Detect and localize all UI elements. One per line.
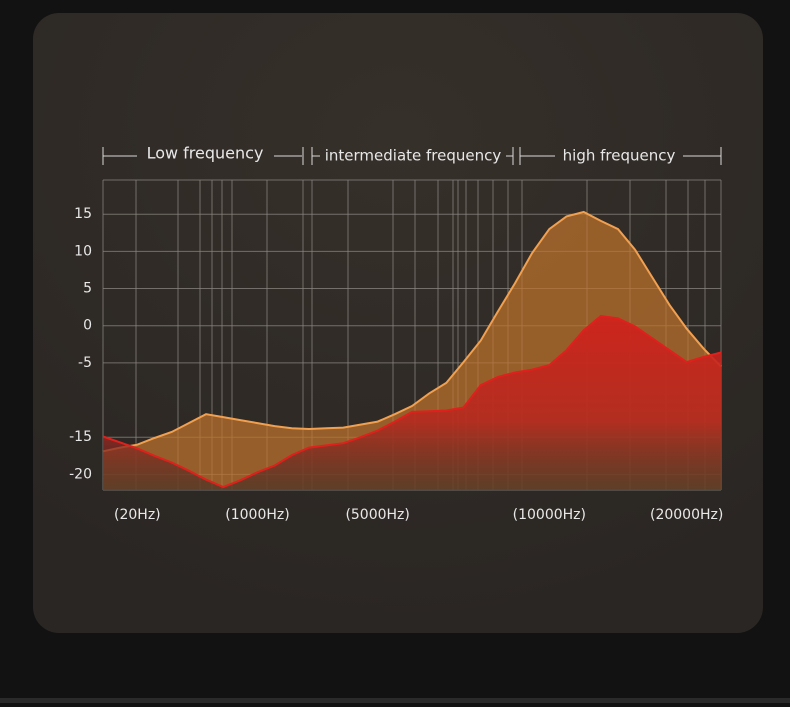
y-tick-label: -15 — [69, 429, 92, 445]
y-tick-label: -20 — [69, 466, 92, 482]
bottom-bar — [0, 698, 790, 703]
area-fill — [103, 316, 721, 490]
band-label: intermediate frequency — [325, 147, 502, 165]
y-tick-label: 5 — [83, 281, 92, 297]
band-label: high frequency — [563, 147, 676, 165]
x-tick-label: (5000Hz) — [345, 507, 409, 523]
series-line — [102, 314, 722, 489]
plot — [102, 210, 722, 490]
band-label: Low frequency — [147, 144, 264, 163]
band-brackets — [102, 147, 722, 165]
x-tick-label: (10000Hz) — [513, 507, 586, 523]
y-tick-label: -5 — [78, 355, 92, 371]
y-tick-label: 10 — [74, 243, 92, 259]
x-tick-label: (1000Hz) — [225, 507, 289, 523]
x-tick-label: (20000Hz) — [650, 507, 723, 523]
x-tick-label: (20Hz) — [114, 507, 161, 523]
y-tick-label: 0 — [83, 318, 92, 334]
y-tick-label: 15 — [74, 206, 92, 222]
series-line — [102, 210, 722, 453]
